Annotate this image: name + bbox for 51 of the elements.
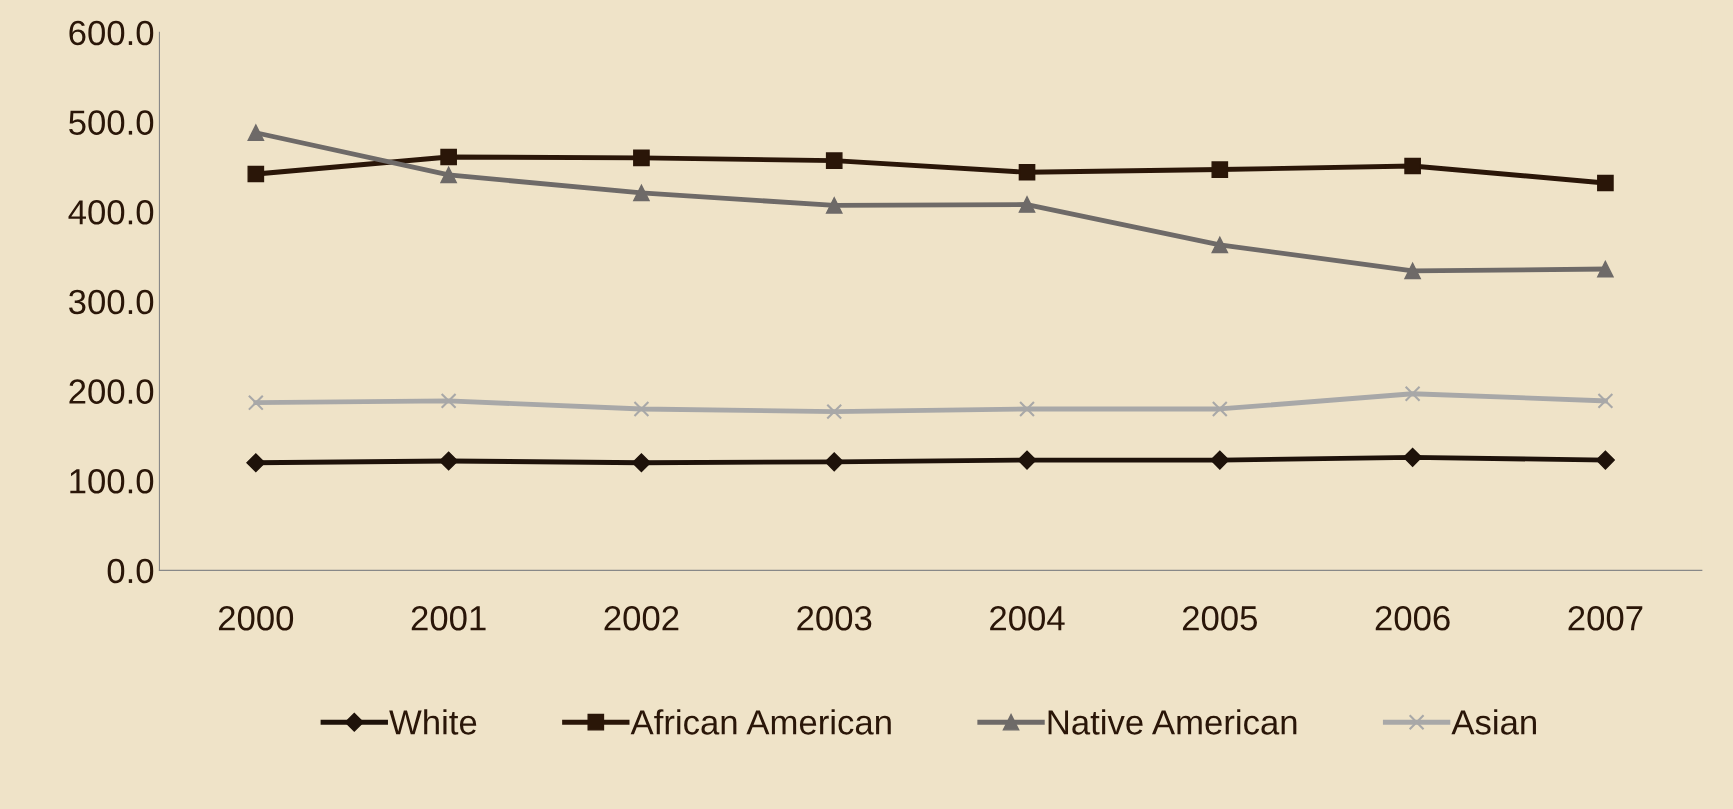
point	[1597, 174, 1614, 192]
point	[633, 184, 650, 202]
point	[631, 453, 651, 473]
point	[825, 197, 843, 214]
point	[1018, 196, 1036, 213]
x-tick-label: 2003	[797, 605, 872, 631]
point	[824, 452, 844, 472]
legend-label: African American	[630, 709, 891, 735]
point	[1597, 392, 1614, 409]
x-tick-label: 2001	[411, 605, 486, 631]
point	[1404, 157, 1421, 175]
point	[440, 148, 457, 166]
point	[1210, 450, 1230, 470]
point	[247, 165, 265, 183]
y-tick-label: 600.0	[69, 20, 154, 46]
y-tick-label: 200.0	[69, 379, 154, 404]
point	[1404, 262, 1421, 280]
y-tick-label: 400.0	[68, 200, 154, 225]
point	[826, 403, 843, 420]
legend-label: White	[389, 709, 477, 735]
point	[1597, 260, 1614, 278]
y-tick-label: 0.0	[107, 558, 154, 584]
x-tick-label: 2002	[604, 605, 679, 631]
point	[1211, 236, 1229, 254]
y-tick-label: 100.0	[70, 469, 154, 494]
point	[1017, 450, 1037, 470]
point	[825, 152, 843, 169]
y-tick-label: 500.0	[69, 110, 154, 135]
point	[1211, 400, 1228, 417]
point	[439, 451, 459, 471]
point	[1595, 450, 1615, 470]
point	[1404, 385, 1421, 402]
x-tick-label: 2000	[218, 605, 294, 631]
x-tick-label: 2007	[1568, 605, 1643, 631]
legend-label: Native American	[1048, 709, 1297, 735]
point	[1403, 447, 1423, 467]
point	[440, 166, 457, 184]
y-tick-label: 300.0	[69, 289, 154, 315]
point	[633, 149, 650, 167]
point	[1018, 163, 1036, 181]
point	[246, 453, 266, 473]
legend-label: Asian	[1451, 709, 1536, 735]
point	[633, 400, 650, 417]
point	[247, 124, 265, 142]
point	[247, 394, 264, 411]
x-tick-label: 2004	[990, 605, 1065, 631]
point	[1019, 400, 1035, 417]
x-tick-label: 2005	[1182, 605, 1257, 631]
point	[1211, 161, 1229, 178]
point	[440, 392, 457, 409]
x-tick-label: 2006	[1375, 605, 1450, 631]
